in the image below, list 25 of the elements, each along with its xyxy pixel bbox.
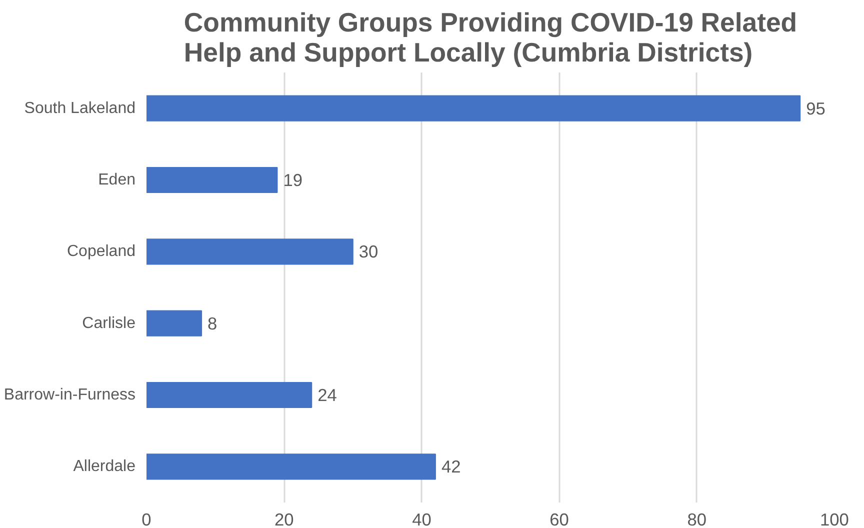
bar	[146, 382, 312, 408]
x-tick-label: 80	[687, 510, 707, 528]
data-label: 42	[441, 456, 461, 477]
bar	[146, 310, 202, 336]
data-label: 19	[283, 170, 302, 190]
y-tick-label: Carlisle	[82, 314, 136, 332]
bar	[146, 95, 801, 122]
y-tick-label: Eden	[98, 172, 136, 188]
chart-title: Community Groups Providing COVID-19 Related Help and Support Locally (Cumbria Districts)	[184, 8, 798, 68]
data-label: 8	[208, 313, 218, 334]
data-label: 95	[806, 98, 826, 118]
x-tick-label: 20	[274, 510, 294, 528]
data-label: 30	[358, 242, 378, 262]
data-label: 24	[318, 385, 338, 405]
x-tick-label: 60	[550, 510, 569, 528]
x-tick-label: 100	[820, 510, 849, 528]
x-tick-label: 0	[142, 510, 152, 528]
bar	[146, 238, 354, 265]
y-tick-label: Allerdale	[73, 458, 136, 476]
bar	[146, 454, 436, 480]
y-tick-label: South Lakeland	[24, 100, 136, 117]
y-tick-label: Copeland	[67, 243, 136, 260]
x-tick-label: 40	[412, 510, 432, 528]
y-tick-label: Barrow-in-Furness	[4, 386, 136, 404]
bar	[146, 166, 278, 194]
